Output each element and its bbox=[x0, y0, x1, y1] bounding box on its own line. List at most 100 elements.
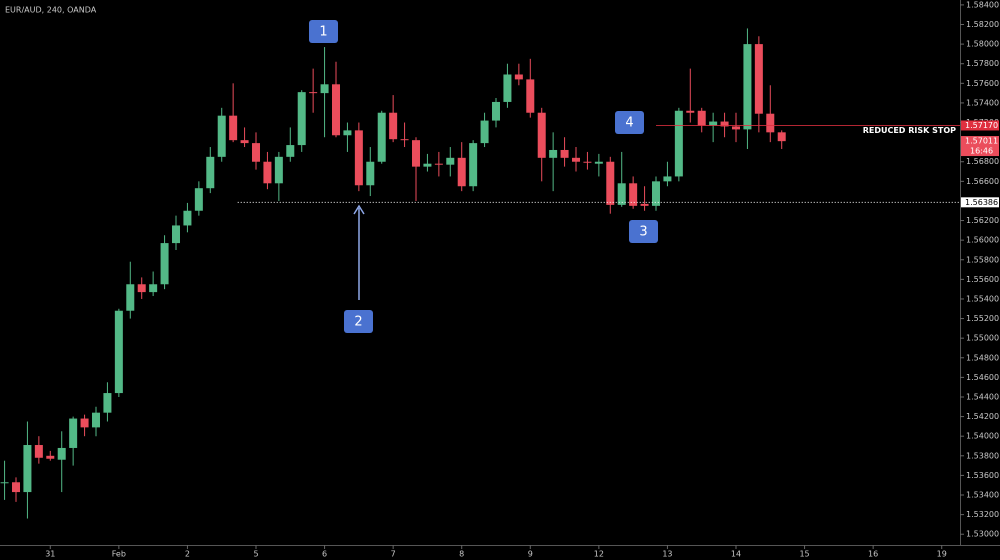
candle-body bbox=[583, 161, 592, 163]
x-tick-label: 2 bbox=[185, 550, 190, 559]
y-tick-label: 1.53200 bbox=[966, 510, 999, 519]
y-tick-label: 1.54800 bbox=[966, 353, 999, 362]
candle-body bbox=[640, 203, 649, 206]
y-tick-label: 1.55800 bbox=[966, 255, 999, 264]
y-tick-label: 1.53800 bbox=[966, 451, 999, 460]
candle-body bbox=[263, 161, 272, 184]
y-tick-label: 1.54600 bbox=[966, 373, 999, 382]
candle-body bbox=[560, 149, 569, 158]
chart-title: EUR/AUD, 240, OANDA bbox=[5, 6, 97, 15]
annotations: 1 2 3 4 bbox=[309, 20, 658, 333]
x-tick-label: 19 bbox=[937, 550, 947, 559]
candle-body bbox=[377, 112, 386, 162]
candle-body bbox=[34, 445, 43, 458]
candle-body bbox=[137, 284, 146, 293]
y-tick-label: 1.54000 bbox=[966, 432, 999, 441]
y-tick-label: 1.57400 bbox=[966, 98, 999, 107]
x-tick-label: 12 bbox=[594, 550, 604, 559]
candle-body bbox=[12, 482, 20, 493]
x-tick-label: 14 bbox=[731, 550, 741, 559]
y-tick-label: 1.56800 bbox=[966, 157, 999, 166]
candle-body bbox=[492, 101, 500, 121]
annotation-box bbox=[344, 310, 373, 333]
candle-body bbox=[686, 110, 695, 113]
candle-body bbox=[217, 115, 226, 157]
candle-body bbox=[57, 447, 66, 460]
candle-body bbox=[206, 156, 215, 189]
y-tick-label: 1.58000 bbox=[966, 40, 999, 49]
candle-body bbox=[412, 140, 420, 167]
candle-body bbox=[572, 157, 580, 162]
candle-body bbox=[549, 149, 558, 158]
arrow-head bbox=[353, 204, 365, 215]
candle-body bbox=[446, 157, 455, 165]
candle-body bbox=[0, 482, 9, 484]
x-tick-label: 5 bbox=[253, 550, 258, 559]
annotation-box bbox=[629, 220, 658, 243]
candle-body bbox=[46, 455, 55, 459]
candle-body bbox=[606, 161, 615, 205]
candle-body bbox=[69, 418, 78, 448]
candle-body bbox=[92, 412, 100, 428]
y-tick-label: 1.57600 bbox=[966, 79, 999, 88]
x-tick-label: 15 bbox=[799, 550, 809, 559]
y-tick-label: 1.53000 bbox=[966, 530, 999, 539]
annotation-box bbox=[309, 20, 338, 43]
x-tick-label: 13 bbox=[662, 550, 672, 559]
candle-body bbox=[80, 418, 89, 428]
y-tick-label: 1.57800 bbox=[966, 59, 999, 68]
candle-body bbox=[400, 139, 409, 141]
y-tick-label: 1.55200 bbox=[966, 314, 999, 323]
candle-body bbox=[354, 130, 363, 186]
annotation-label: 4 bbox=[625, 116, 633, 131]
x-tick-label: 9 bbox=[528, 550, 533, 559]
candle-body bbox=[149, 284, 158, 293]
candle-body bbox=[366, 161, 375, 186]
level-text: REDUCED RISK STOP bbox=[863, 126, 956, 135]
price-tag bbox=[961, 120, 999, 131]
price-tag-label: 1.57011 bbox=[965, 137, 998, 146]
candle-body bbox=[537, 112, 546, 158]
x-tick-label: Feb bbox=[112, 550, 126, 559]
y-tick-label: 1.53400 bbox=[966, 491, 999, 500]
candle-body bbox=[309, 92, 318, 94]
y-tick-label: 1.58200 bbox=[966, 20, 999, 29]
price-tag-label: 1.57170 bbox=[965, 121, 998, 130]
candle-body bbox=[777, 132, 786, 142]
candle-body bbox=[389, 112, 398, 140]
candle-body bbox=[732, 126, 740, 130]
candle-body bbox=[434, 163, 443, 165]
candle-body bbox=[229, 115, 238, 141]
candle-body bbox=[697, 110, 706, 126]
candle-body bbox=[594, 161, 603, 164]
y-tick-label: 1.54400 bbox=[966, 392, 999, 401]
y-tick-label: 1.56000 bbox=[966, 236, 999, 245]
price-tag-label: 1.56386 bbox=[965, 198, 998, 207]
candle-body bbox=[514, 74, 523, 80]
y-tick-label: 1.55400 bbox=[966, 294, 999, 303]
candle-body bbox=[343, 130, 352, 136]
candle-body bbox=[720, 121, 729, 127]
price-tag bbox=[961, 136, 999, 157]
annotation-box bbox=[615, 111, 644, 134]
candle-body bbox=[709, 121, 718, 126]
y-tick-label: 1.53600 bbox=[966, 471, 999, 480]
candle-body bbox=[286, 145, 295, 157]
candle-body bbox=[663, 176, 672, 182]
candle-body bbox=[457, 157, 466, 187]
x-tick-label: 7 bbox=[391, 550, 396, 559]
y-tick-label: 1.56200 bbox=[966, 216, 999, 225]
candle-body bbox=[252, 143, 260, 162]
candle-body bbox=[274, 156, 283, 184]
candle-body bbox=[754, 44, 763, 114]
candle-body bbox=[332, 84, 340, 136]
annotation-label: 3 bbox=[639, 225, 647, 240]
candle-body bbox=[172, 225, 180, 244]
candle-body bbox=[503, 74, 512, 102]
y-tick-label: 1.55600 bbox=[966, 275, 999, 284]
x-tick-label: 31 bbox=[45, 550, 55, 559]
candle-body bbox=[766, 113, 775, 133]
candle-body bbox=[103, 393, 112, 413]
candle-body bbox=[194, 188, 203, 211]
